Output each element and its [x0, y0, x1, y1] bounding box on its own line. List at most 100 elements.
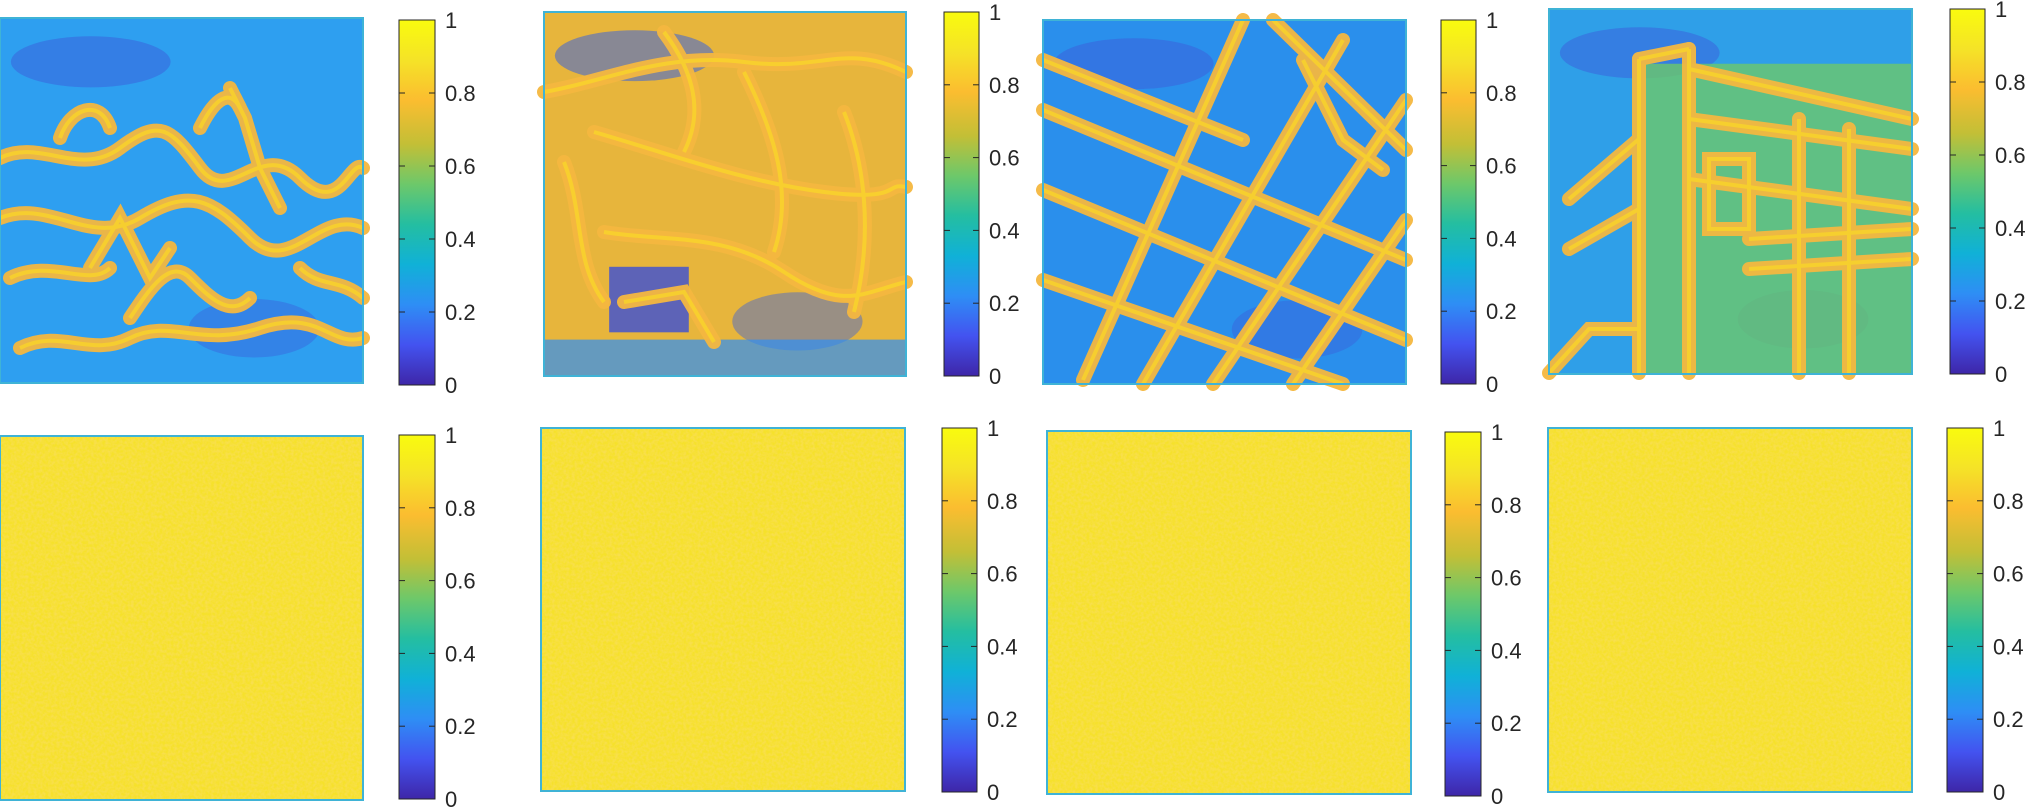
colorbar-tick-label: 0.2	[445, 300, 476, 325]
colorbar-4: 0 0.2 0.4 0.6 0.8 1	[1949, 0, 2026, 387]
colorbar-tick-label: 0.4	[445, 641, 476, 666]
colorbar-tick-label: 0	[989, 364, 1001, 389]
heatmap-edge-stroke	[1271, 18, 1408, 152]
colorbar-6: 0 0.2 0.4 0.6 0.8 1	[941, 416, 1018, 805]
colorbar-tick-label: 0.6	[445, 154, 476, 179]
colorbar-tick-label: 0.6	[989, 146, 1020, 171]
colorbar-tick-label: 0.4	[1491, 638, 1522, 663]
heatmap-edge-stroke	[562, 161, 606, 304]
heatmap-border	[0, 435, 364, 801]
colorbar-tick-label: 0	[1486, 372, 1498, 397]
heatmap-border	[1042, 19, 1407, 385]
heatmap-edge-stroke	[1688, 67, 1913, 121]
heatmap-noise-texture	[541, 428, 905, 791]
heatmap-edge-stroke	[19, 320, 364, 350]
colorbar-tick-label: 0.6	[1995, 143, 2026, 168]
heatmap-edge-stroke	[1042, 108, 1407, 262]
heatmap-panel-3	[1036, 13, 1413, 391]
heatmap-edge-stroke	[1042, 188, 1407, 342]
colorbar-tick-label: 0.2	[989, 291, 1020, 316]
heatmap-edge-stroke	[298, 266, 365, 300]
colorbar-tick-label: 0	[1993, 780, 2005, 805]
colorbar-tick-label: 0.8	[1993, 489, 2024, 514]
heatmap-edge-stroke	[1567, 137, 1641, 201]
heatmap-edge-stroke	[1547, 327, 1639, 375]
heatmap-border	[1548, 8, 1913, 375]
colorbar-tick-label: 1	[1486, 8, 1498, 33]
heatmap-edge-stroke	[1748, 227, 1913, 241]
colorbar-tick-label: 0.8	[989, 73, 1020, 98]
heatmap-edge-stroke	[58, 107, 112, 139]
colorbar-tick-label: 0.8	[445, 496, 476, 521]
heatmap-edge-stroke	[1707, 157, 1751, 231]
heatmap-edge-stroke	[1042, 278, 1344, 386]
heatmap-edge-stroke	[1748, 257, 1913, 271]
colorbar-tick-label: 0.8	[1486, 81, 1517, 106]
colorbar-tick-label: 0.2	[445, 714, 476, 739]
colorbar-tick-label: 0.4	[1486, 226, 1517, 251]
heatmap-edge-stroke	[1042, 58, 1244, 142]
heatmap-low-region	[10, 36, 171, 88]
colorbar-tick-label: 0	[987, 780, 999, 805]
colorbar-tick-label: 0.2	[1491, 711, 1522, 736]
colorbar-tick-label: 0.8	[1491, 493, 1522, 518]
heatmap-edge-stroke	[0, 128, 365, 194]
colorbar-tick-label: 0	[445, 373, 457, 398]
heatmap-edge-stroke	[662, 30, 697, 153]
heatmap-panel-7	[1046, 430, 1412, 795]
heatmap-edge-stroke	[0, 198, 364, 253]
heatmap-panel-5	[0, 435, 364, 801]
colorbar-5: 0 0.2 0.4 0.6 0.8 1	[398, 423, 476, 809]
colorbar-tick-label: 0.6	[1993, 562, 2024, 587]
colorbar-gradient	[1949, 8, 1986, 375]
colorbar-3: 0 0.2 0.4 0.6 0.8 1	[1440, 8, 1517, 397]
colorbar-tick-label: 1	[989, 0, 1001, 25]
heatmap-border	[0, 17, 364, 384]
heatmap-edge-stroke	[603, 230, 907, 298]
colorbar-tick-label: 0.8	[445, 81, 476, 106]
colorbar-tick-label: 0.4	[989, 218, 1020, 243]
heatmap-edge-stroke	[1568, 207, 1640, 251]
heatmap-low-region	[544, 339, 906, 376]
heatmap-low-region	[1053, 38, 1214, 90]
heatmap-panel-6	[540, 427, 906, 792]
colorbar-tick-label: 0	[1995, 362, 2007, 387]
heatmap-low-region	[732, 292, 863, 351]
heatmap-noise-texture	[1548, 428, 1912, 792]
heatmap-edge-highlight	[0, 87, 365, 350]
colorbar-gradient	[398, 434, 436, 800]
heatmap-noise-texture	[0, 436, 363, 800]
heatmap-edge-highlight	[543, 30, 907, 344]
colorbar-tick-label: 0.6	[1491, 566, 1522, 591]
colorbar-tick-label: 1	[1491, 420, 1503, 445]
colorbar-7: 0 0.2 0.4 0.6 0.8 1	[1444, 420, 1522, 809]
colorbar-tick-label: 0.8	[987, 489, 1018, 514]
heatmap-edge-stroke	[543, 56, 907, 94]
heatmap-edge-stroke	[1301, 59, 1385, 172]
heatmap-border	[543, 11, 907, 377]
heatmap-panel-8	[1547, 427, 1913, 793]
heatmap-border	[540, 427, 906, 792]
heatmap-edge-stroke	[128, 269, 252, 320]
colorbar-2: 0 0.2 0.4 0.6 0.8 1	[943, 0, 1020, 389]
heatmap-border	[1547, 427, 1913, 793]
colorbar-gradient	[398, 19, 436, 386]
colorbar-gradient	[1440, 19, 1477, 385]
heatmap-panel-4	[1542, 8, 1919, 380]
colorbar-tick-label: 0.4	[1995, 216, 2026, 241]
colorbar-gradient	[943, 11, 980, 377]
colorbar-tick-label: 0.2	[1486, 299, 1517, 324]
heatmap-edge-stroke	[1081, 19, 1245, 381]
colorbar-tick-label: 1	[1995, 0, 2007, 22]
colorbar-tick-label: 0	[1491, 784, 1503, 809]
colorbar-tick-label: 0.6	[1486, 154, 1517, 179]
colorbar-tick-label: 0.4	[445, 227, 476, 252]
colorbar-tick-label: 1	[987, 416, 999, 441]
heatmap-edge-stroke	[9, 266, 112, 280]
heatmap-edge-stroke	[1211, 98, 1408, 386]
heatmap-edge-stroke	[88, 213, 172, 282]
colorbar-tick-label: 0.6	[987, 562, 1018, 587]
colorbar-tick-label: 0.6	[445, 569, 476, 594]
heatmap-edge-stroke	[593, 130, 907, 197]
